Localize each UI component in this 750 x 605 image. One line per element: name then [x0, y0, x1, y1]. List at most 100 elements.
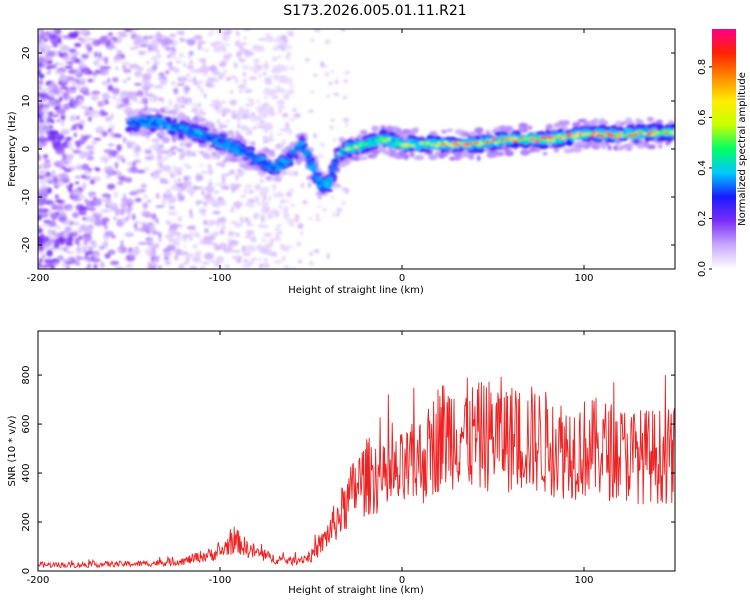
spectrogram-noise	[308, 109, 314, 113]
spectrogram-noise	[264, 127, 268, 134]
spectrogram-noise	[199, 66, 203, 74]
spectrogram-noise	[132, 96, 138, 103]
spectrogram-noise	[262, 140, 268, 144]
spectrogram-noise	[64, 218, 72, 225]
spectrogram-noise	[92, 200, 102, 207]
spectrogram-noise	[108, 32, 113, 37]
spectrogram-noise	[212, 210, 221, 215]
spectrogram-noise	[154, 85, 157, 89]
spectrogram-noise	[139, 43, 150, 48]
spectrogram-noise	[226, 119, 230, 124]
spectrogram-noise	[101, 112, 109, 116]
spectrogram-noise	[276, 224, 282, 228]
spectrogram-noise	[72, 221, 76, 225]
spectrogram-ridge	[669, 123, 675, 129]
spectrogram-noise	[106, 205, 110, 209]
spectrogram-noise	[157, 264, 163, 269]
spectrogram-ridge	[625, 145, 633, 152]
spectrogram-noise	[107, 128, 112, 133]
spectrogram-noise	[88, 194, 95, 199]
spectrogram-noise	[77, 97, 83, 104]
spectrogram-noise	[272, 185, 277, 192]
spectrogram-noise	[264, 32, 271, 37]
spectrogram-noise	[253, 69, 259, 74]
spectrogram-noise	[244, 202, 251, 207]
spectrogram-core	[153, 120, 158, 123]
spectrogram-noise	[160, 78, 168, 85]
spectrogram-noise	[163, 156, 168, 161]
spectrogram-noise	[149, 96, 155, 103]
spectrogram-noise	[65, 136, 73, 141]
spectrogram-noise	[38, 62, 44, 68]
spectrogram-core	[613, 132, 619, 136]
spectrogram-noise	[262, 63, 270, 70]
spectrogram-noise	[289, 203, 296, 208]
spectrogram-noise	[324, 72, 330, 77]
spectrogram-noise	[256, 45, 266, 53]
spectrogram-core	[251, 154, 256, 157]
spectrogram-noise	[43, 161, 52, 169]
spectrogram-noise	[158, 72, 165, 77]
spectrogram-noise	[192, 243, 198, 249]
spectrogram-noise	[45, 176, 54, 182]
spectrogram-noise	[286, 88, 295, 95]
spectrogram-core	[535, 139, 540, 143]
spectrogram-noise	[183, 163, 189, 167]
spectrogram-noise	[211, 259, 217, 264]
spectrogram-noise	[65, 61, 73, 65]
spectrogram-noise	[156, 149, 164, 155]
spectrogram-ridge	[616, 145, 625, 151]
spectrogram-noise	[239, 59, 246, 63]
spectrogram-noise	[192, 80, 198, 85]
spectrogram-noise	[116, 98, 120, 104]
spectrogram-core	[292, 149, 298, 152]
spectrogram-noise	[48, 64, 57, 69]
spectrogram-noise	[229, 52, 233, 57]
spectrogram-core	[268, 165, 274, 169]
spectrogram-noise	[104, 60, 109, 65]
spectrogram-noise	[197, 111, 202, 117]
spectrogram-noise	[81, 245, 89, 249]
spectrogram-ridge	[321, 186, 326, 193]
spectrogram-noise	[81, 163, 90, 171]
spectrogram-noise	[100, 261, 105, 269]
spectrogram-y-label: Frequency (Hz)	[7, 111, 18, 187]
spectrogram-noise	[95, 126, 105, 133]
spectrogram-noise	[173, 56, 178, 60]
spectrogram-noise	[192, 106, 199, 114]
spectrogram-noise	[184, 181, 192, 186]
spectrogram-noise	[269, 240, 274, 247]
spectrogram-noise	[261, 135, 268, 139]
spectrogram-noise	[155, 169, 163, 174]
spectrogram-core	[246, 154, 252, 158]
spectrogram-noise	[254, 123, 258, 130]
spectrogram-noise	[260, 216, 266, 223]
spectrogram-noise	[68, 147, 75, 151]
spectrogram-noise	[218, 76, 223, 80]
spectrogram-core	[583, 134, 588, 138]
spectrogram-noise	[38, 73, 45, 79]
spectrogram-noise	[76, 81, 86, 85]
spectrogram-ridge	[636, 143, 646, 149]
spectrogram-noise	[322, 207, 327, 212]
spectrogram-noise	[243, 187, 247, 195]
spectrogram-core	[410, 144, 416, 148]
spectrogram-noise	[235, 51, 242, 58]
spectrogram-noise	[43, 55, 53, 61]
spectrogram-noise	[249, 223, 254, 227]
spectrogram-noise	[254, 185, 261, 189]
spectrogram-noise	[230, 206, 236, 210]
spectrogram-noise	[212, 242, 217, 246]
spectrogram-blobs	[38, 29, 675, 269]
spectrogram-noise	[79, 224, 88, 232]
spectrogram-noise	[111, 95, 117, 100]
spectrogram-noise	[116, 31, 127, 36]
spectrogram-core	[616, 135, 621, 138]
spectrogram-noise	[285, 54, 291, 61]
spectrogram-noise	[142, 222, 148, 227]
spectrogram-core	[417, 144, 422, 148]
spectrogram-noise	[259, 179, 265, 183]
spectrogram-noise	[93, 59, 100, 66]
spectrogram-core	[329, 172, 335, 175]
spectrogram-ridge	[172, 117, 178, 124]
